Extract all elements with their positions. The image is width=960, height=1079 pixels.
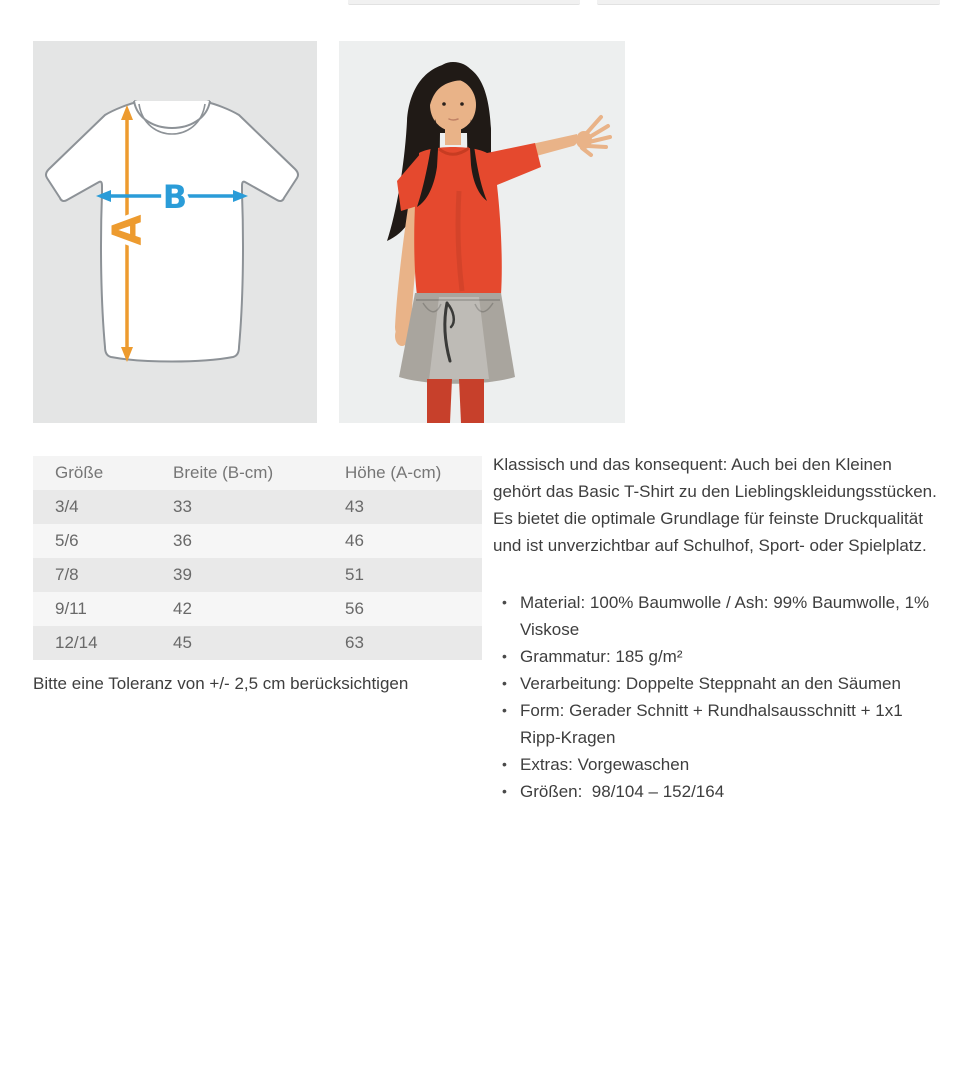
cell-height: 63 xyxy=(345,633,364,652)
cell-size: 12/14 xyxy=(55,633,98,652)
header-breite: Breite (B-cm) xyxy=(173,463,274,482)
cell-size: 9/11 xyxy=(55,599,87,618)
tolerance-note: Bitte eine Toleranz von +/- 2,5 cm berüc… xyxy=(33,674,409,693)
girl-photo-graphic xyxy=(339,41,625,423)
table-row: 5/6 36 46 xyxy=(33,524,482,558)
table-row: 12/14 45 63 xyxy=(33,626,482,660)
spec-item-form: Form: Gerader Schnitt + Rundhalsausschni… xyxy=(493,697,937,751)
tshirt-measurement-diagram: A B xyxy=(33,41,317,423)
spec-item-extras: Extras: Vorgewaschen xyxy=(493,751,937,778)
product-description-column: Klassisch und das konsequent: Auch bei d… xyxy=(493,451,937,805)
cell-size: 5/6 xyxy=(55,531,79,550)
cell-size: 7/8 xyxy=(55,565,79,584)
size-table-header-row: Größe Breite (B-cm) Höhe (A-cm) xyxy=(33,456,482,490)
table-row: 7/8 39 51 xyxy=(33,558,482,592)
cutoff-card-left[interactable] xyxy=(348,0,580,5)
product-description: Klassisch und das konsequent: Auch bei d… xyxy=(493,455,937,555)
cell-width: 45 xyxy=(173,633,192,652)
cell-width: 36 xyxy=(173,531,192,550)
cell-width: 42 xyxy=(173,599,192,618)
cell-height: 51 xyxy=(345,565,364,584)
spec-item-verarbeitung: Verarbeitung: Doppelte Steppnaht an den … xyxy=(493,670,937,697)
spec-item-groessen: Größen: 98/104 – 152/164 xyxy=(493,778,937,805)
measure-label-b: B xyxy=(163,178,187,216)
cell-height: 43 xyxy=(345,497,364,516)
tshirt-diagram-graphic: A B xyxy=(44,100,300,363)
size-table: Größe Breite (B-cm) Höhe (A-cm) 3/4 33 4… xyxy=(33,456,482,660)
measure-label-a: A xyxy=(105,214,151,245)
cell-height: 56 xyxy=(345,599,364,618)
table-row: 9/11 42 56 xyxy=(33,592,482,626)
table-row: 3/4 33 43 xyxy=(33,490,482,524)
spec-list: Material: 100% Baumwolle / Ash: 99% Baum… xyxy=(493,589,937,805)
cutoff-card-right[interactable] xyxy=(597,0,940,5)
cell-width: 33 xyxy=(173,497,192,516)
cell-width: 39 xyxy=(173,565,192,584)
spec-item-grammatur: Grammatur: 185 g/m² xyxy=(493,643,937,670)
header-hoehe: Höhe (A-cm) xyxy=(345,463,442,482)
spec-item-material: Material: 100% Baumwolle / Ash: 99% Baum… xyxy=(493,589,937,643)
cell-size: 3/4 xyxy=(55,497,79,516)
header-groesse: Größe xyxy=(55,463,104,482)
product-photo-girl xyxy=(339,41,625,423)
cell-height: 46 xyxy=(345,531,364,550)
